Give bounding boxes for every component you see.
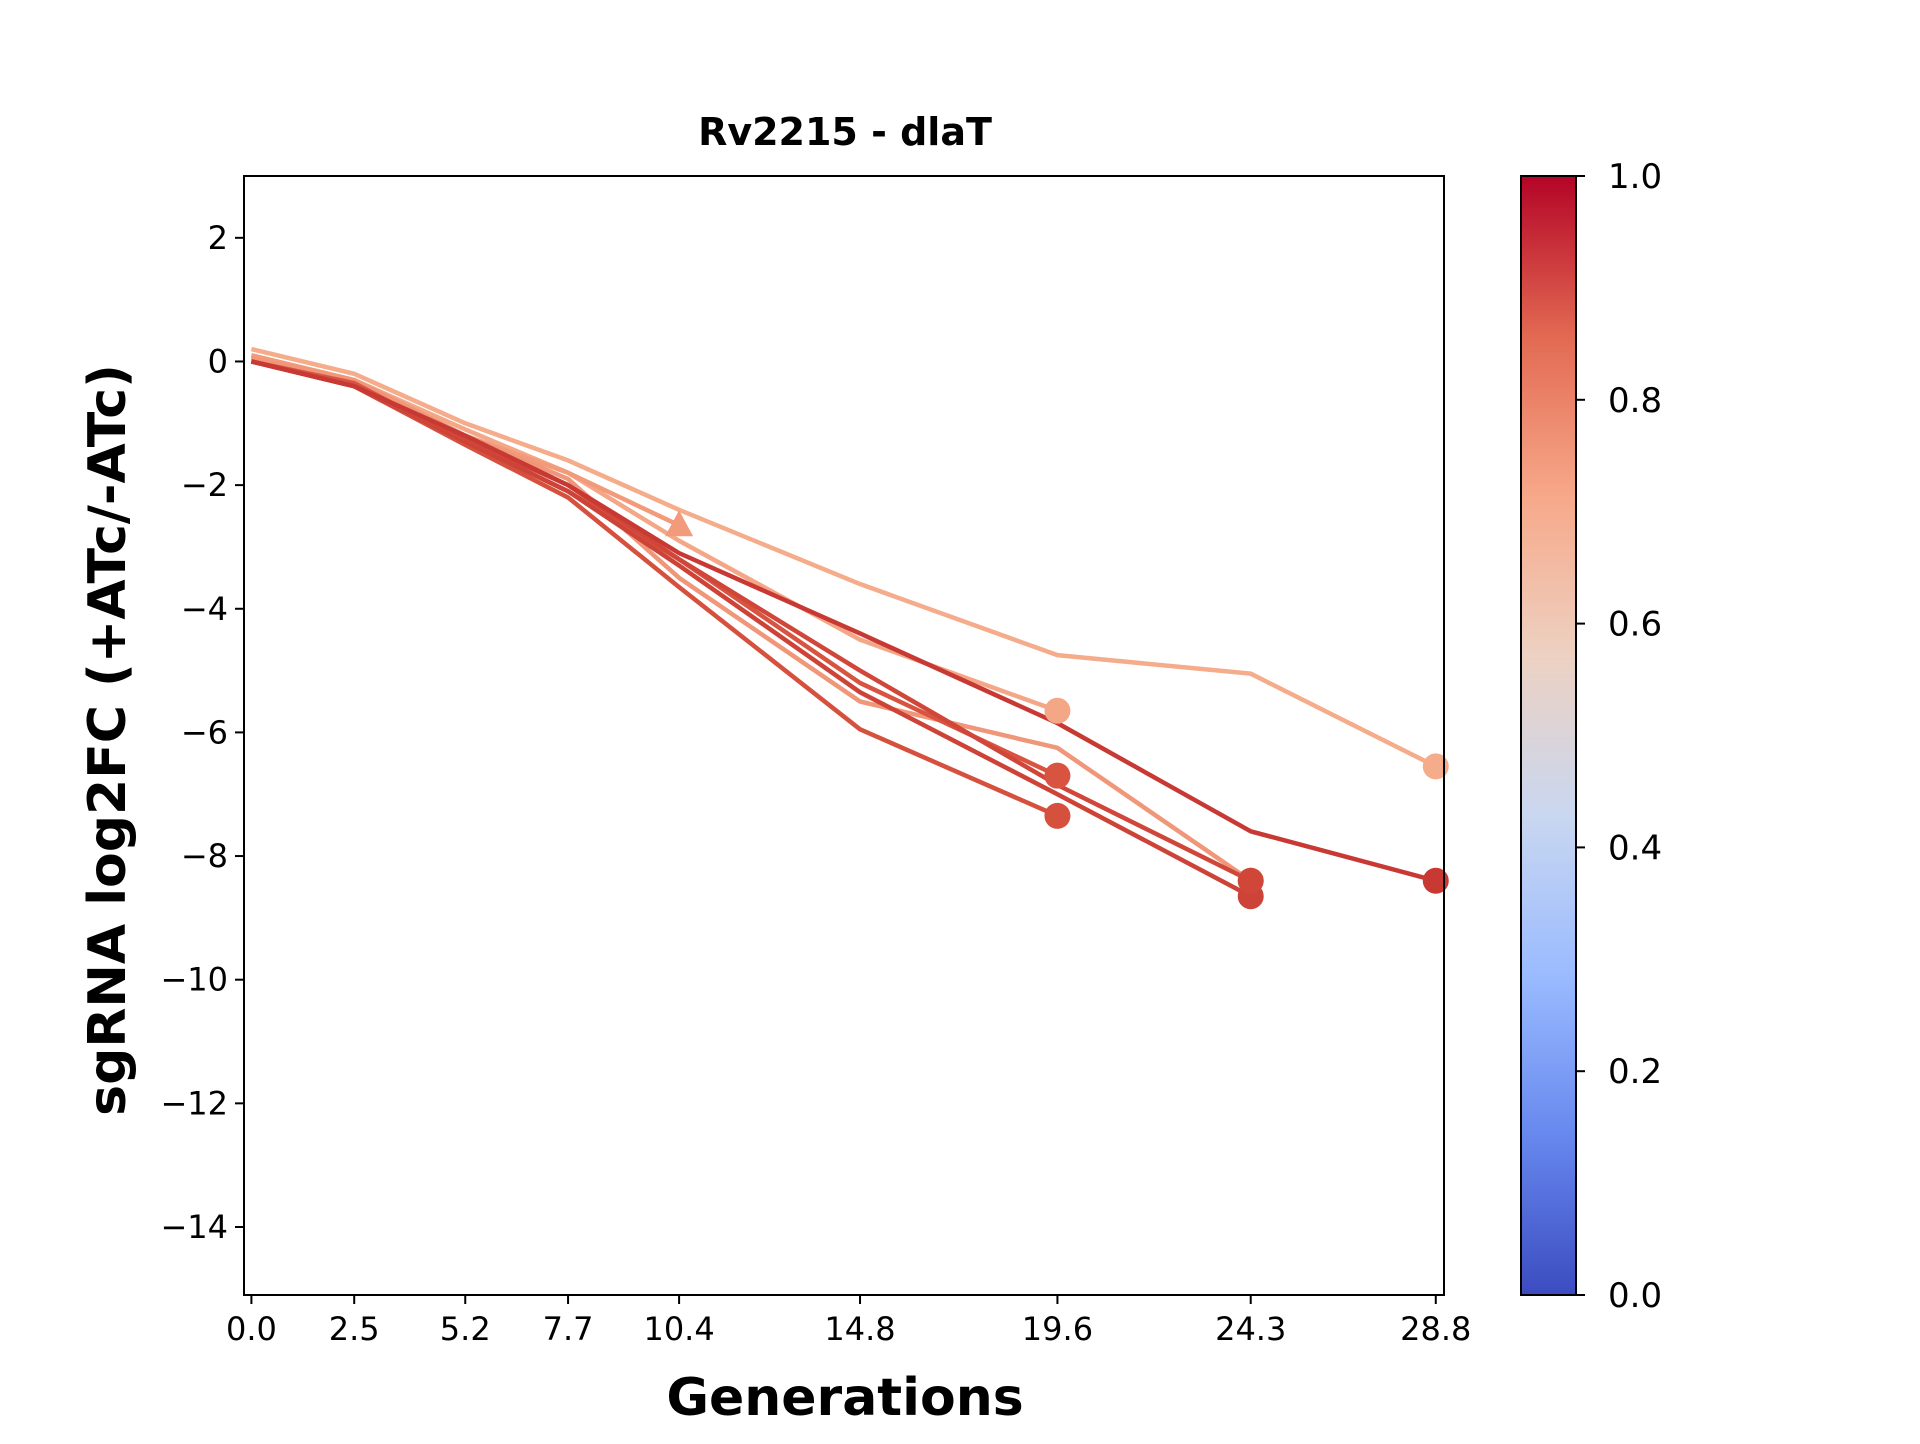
colorbar: 0.0 0.2 0.4 0.6 0.8 1.0 bbox=[1520, 157, 1662, 1316]
x-tick-label: 14.8 bbox=[824, 1310, 895, 1348]
series-marker-triangle-3 bbox=[665, 510, 694, 537]
chart-title: Rv2215 - dlaT bbox=[698, 110, 992, 154]
x-tick-label: 5.2 bbox=[440, 1310, 491, 1348]
colorbar-tick-label: 1.0 bbox=[1608, 157, 1662, 197]
series-marker-circle-8 bbox=[1237, 867, 1264, 894]
plot-frame bbox=[243, 175, 1445, 1296]
colorbar-tick-label: 0.2 bbox=[1608, 1052, 1662, 1092]
colorbar-tick-label: 0.0 bbox=[1608, 1276, 1662, 1316]
series-line-6 bbox=[250, 359, 1059, 818]
plot-area: 0.0 2.5 5.2 7.7 10.4 14.8 19.6 24.3 28.8 2 0 −2 −4 −6… bbox=[160, 175, 1471, 1348]
series-line-4 bbox=[250, 356, 1252, 883]
y-tick-label: 0 bbox=[208, 342, 228, 380]
series-marker-circle-5 bbox=[1044, 762, 1071, 789]
series-line-1 bbox=[250, 346, 1437, 769]
series-marker-circle-6 bbox=[1044, 802, 1071, 829]
y-tick-label: −12 bbox=[160, 1084, 228, 1122]
series-line-9 bbox=[250, 359, 1437, 883]
colorbar-tick-label: 0.4 bbox=[1608, 828, 1662, 868]
x-tick-label: 0.0 bbox=[226, 1310, 277, 1348]
x-tick-label: 19.6 bbox=[1022, 1310, 1093, 1348]
series-marker-circle-9 bbox=[1422, 867, 1449, 894]
y-tick-label: −2 bbox=[181, 466, 228, 504]
x-tick-label: 2.5 bbox=[329, 1310, 380, 1348]
y-tick-label: −10 bbox=[160, 961, 228, 999]
x-axis-label: Generations bbox=[666, 1368, 1023, 1428]
y-tick-label: −14 bbox=[160, 1208, 228, 1246]
x-tick-label: 7.7 bbox=[543, 1310, 594, 1348]
series-line-2 bbox=[250, 353, 1059, 713]
colorbar-tick-label: 0.8 bbox=[1608, 381, 1662, 421]
y-tick-label: −8 bbox=[181, 837, 228, 875]
y-tick-label: −6 bbox=[181, 713, 228, 751]
y-tick-label: −4 bbox=[181, 590, 228, 628]
y-tick-label: 2 bbox=[208, 219, 228, 257]
series-line-8 bbox=[250, 359, 1252, 883]
x-tick-label: 24.3 bbox=[1215, 1310, 1286, 1348]
series-marker-circle-1 bbox=[1422, 753, 1449, 780]
colorbar-gradient bbox=[1520, 175, 1577, 1296]
y-axis-label: sgRNA log2FC (+ATc/-ATc) bbox=[78, 364, 138, 1116]
x-tick-label: 10.4 bbox=[643, 1310, 714, 1348]
x-tick-label: 28.8 bbox=[1400, 1310, 1471, 1348]
colorbar-tick-label: 0.6 bbox=[1608, 605, 1662, 645]
series-marker-circle-2 bbox=[1044, 697, 1071, 724]
